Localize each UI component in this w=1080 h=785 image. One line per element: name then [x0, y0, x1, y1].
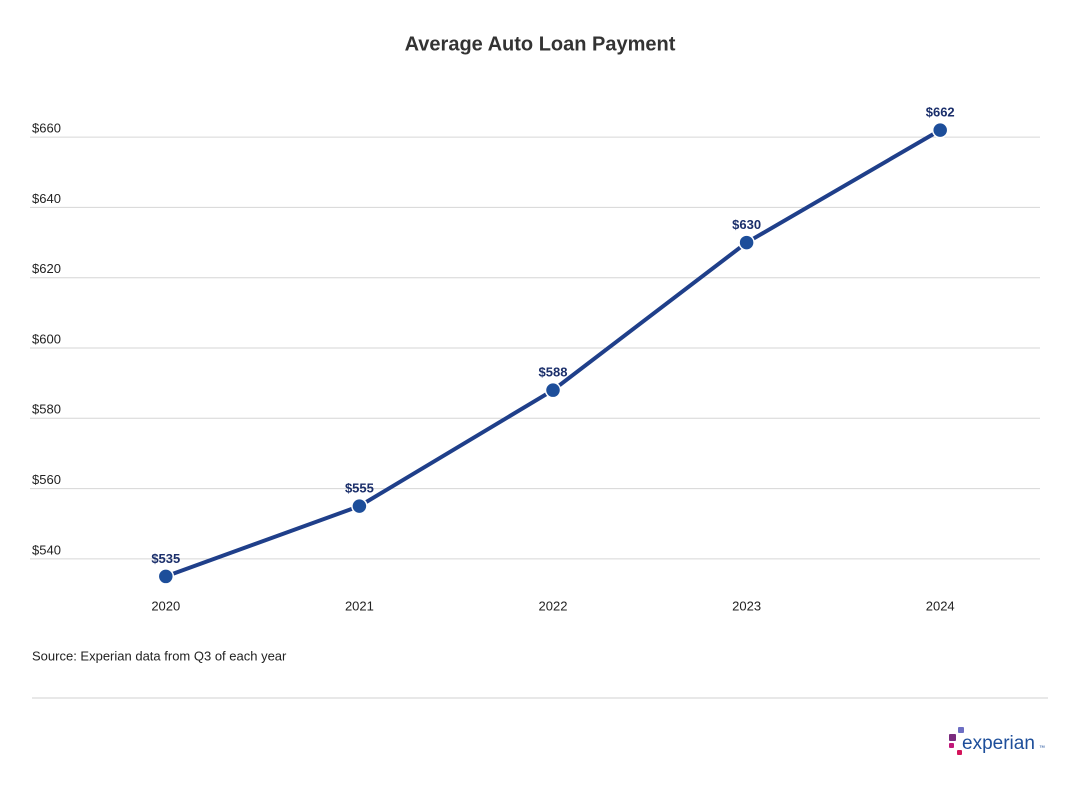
- y-tick-label: $540: [32, 542, 61, 557]
- logo-dot: [957, 750, 962, 755]
- data-point: [544, 381, 562, 399]
- logo-text: experian: [962, 733, 1035, 754]
- data-point: [351, 497, 368, 515]
- y-tick-label: $580: [32, 402, 61, 417]
- value-label: $535: [151, 551, 180, 566]
- y-tick-label: $560: [32, 472, 61, 487]
- x-tick-label: 2024: [926, 598, 955, 613]
- value-label: $588: [539, 365, 568, 380]
- logo-dot: [949, 743, 954, 748]
- logo-dot: [949, 734, 956, 741]
- chart-title: Average Auto Loan Payment: [405, 33, 676, 55]
- x-tick-label: 2021: [345, 598, 374, 613]
- logo-trademark: ™: [1039, 745, 1045, 752]
- logo-dot: [958, 727, 964, 733]
- x-tick-label: 2023: [732, 598, 761, 613]
- value-label: $630: [732, 217, 761, 232]
- value-label: $555: [345, 481, 374, 496]
- value-label: $662: [926, 105, 955, 120]
- source-note: Source: Experian data from Q3 of each ye…: [32, 648, 287, 663]
- y-tick-label: $600: [32, 331, 61, 346]
- data-line: [165, 128, 942, 579]
- data-point: [738, 234, 755, 251]
- data-point: [157, 568, 175, 585]
- y-tick-label: $660: [32, 121, 61, 136]
- y-tick-label: $640: [32, 191, 61, 206]
- x-tick-label: 2020: [151, 598, 180, 613]
- logo: experian ™: [949, 727, 1045, 755]
- data-point: [931, 121, 949, 139]
- x-tick-label: 2022: [539, 598, 568, 613]
- y-tick-label: $620: [32, 261, 61, 276]
